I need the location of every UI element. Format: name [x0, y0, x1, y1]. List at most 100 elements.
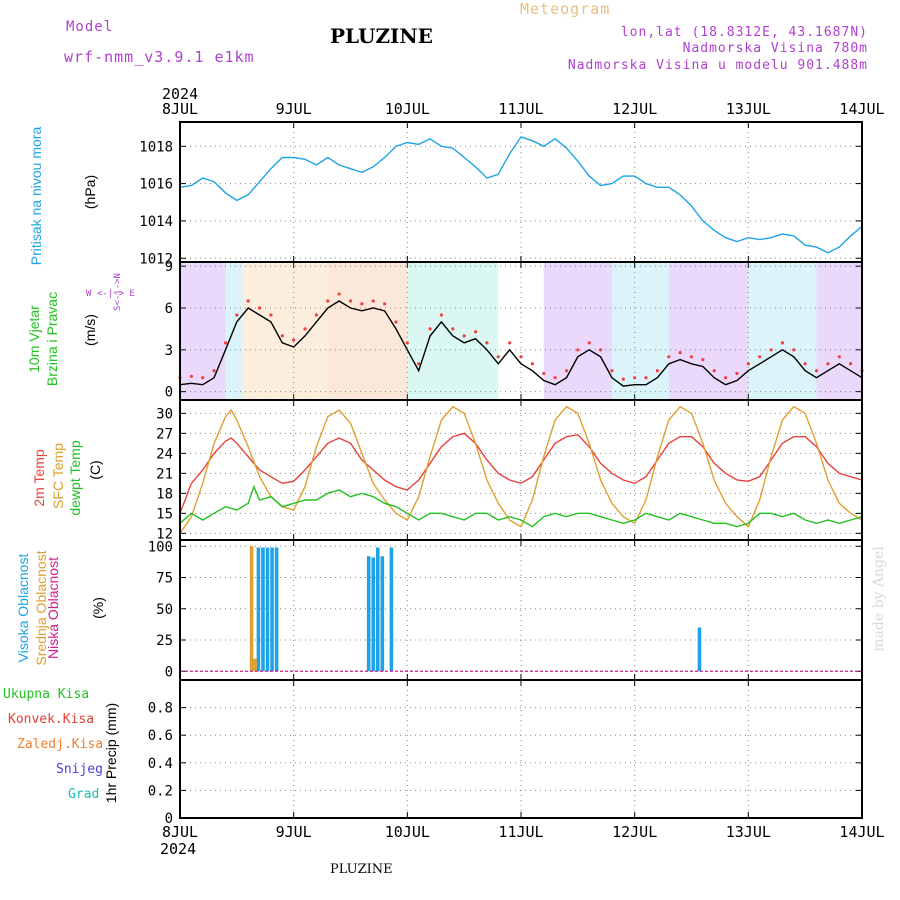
wind-gust-point [257, 306, 262, 310]
wind-gust-point [826, 362, 830, 366]
y-tick-label: 0 [165, 664, 173, 680]
cloud-bar [253, 658, 257, 672]
wind-gust-point [530, 362, 534, 366]
y-tick-label: 0.4 [148, 756, 173, 772]
wind-barb-band [543, 262, 612, 400]
y-tick-label: 0.8 [148, 701, 173, 717]
y-tick-label: 1016 [139, 177, 173, 193]
time-tick-label-top: 10JUL [385, 100, 430, 118]
time-tick-label-bottom: 14JUL [839, 823, 884, 841]
pressure-panel: 1012 1014 1016 1018 [139, 121, 863, 267]
wind-gust-point [189, 374, 193, 378]
time-tick-label-bottom: 11JUL [498, 823, 543, 841]
y-tick-label: 100 [148, 539, 173, 555]
wind-gust-point [689, 355, 694, 359]
y-tick-label: 0.2 [148, 783, 173, 799]
wind-compass-we: W <-|-> E [86, 289, 135, 299]
wind-gust-point [360, 302, 364, 306]
wind-gust-point [201, 376, 205, 380]
y-tick-label: 50 [156, 602, 173, 618]
time-axis-layer: 8JUL 8JUL 9JUL 9JUL 10JUL 10JUL 11JUL 11JUL 12JU… [162, 100, 885, 841]
y-tick-label: 30 [156, 406, 173, 422]
wind-gust-point [655, 369, 660, 373]
cloud-bar [256, 547, 261, 672]
wind-gust-point [212, 369, 216, 373]
y-tick-label: 27 [156, 426, 173, 442]
elevation-text: Nadmorska Visina 780m [682, 41, 868, 56]
wind-gust-point [576, 348, 580, 352]
precip-legend-graupel: Grad [68, 787, 100, 802]
wind-gust-point [496, 355, 500, 359]
time-tick-label-bottom: 10JUL [385, 823, 430, 841]
wind-barb-band [242, 262, 328, 400]
wind-barb-band [816, 262, 862, 400]
time-tick-label-top: 12JUL [612, 100, 657, 118]
wind-gust-point [837, 355, 841, 359]
wind-line [179, 300, 863, 387]
y-tick-label: 12 [156, 526, 173, 542]
wind-gust-point [746, 362, 750, 366]
wind-gust-point [235, 313, 239, 317]
wind-barb-band [668, 262, 749, 400]
year-label-top: 2024 [162, 85, 198, 103]
cloud-panel: 0 25 50 75 100 [148, 539, 863, 681]
pressure-line [179, 136, 863, 254]
coords-text: lon,lat (18.8312E, 43.1687N) [620, 25, 868, 40]
model-name: wrf-nmm_v3.9.1 e1km [64, 48, 255, 66]
precipitation-panel: 0 0.2 0.4 0.6 0.8 [148, 679, 863, 827]
y-tick-label: 15 [156, 506, 173, 522]
wind-gust-point [610, 369, 614, 373]
dewpt-temp-line [179, 484, 863, 528]
time-tick-label-top: 13JUL [726, 100, 771, 118]
cloud-bar [375, 547, 380, 672]
time-tick-label-top: 11JUL [498, 100, 543, 118]
y-tick-label: 3 [165, 343, 173, 359]
cloud-bar [249, 546, 254, 672]
y-tick-label: 0 [165, 811, 173, 827]
wind-gust-point [735, 371, 739, 376]
wind-gust-point [803, 362, 807, 366]
wind-gust-point [587, 341, 591, 345]
wind-gust-point [508, 341, 512, 345]
model-label: Model [66, 19, 114, 35]
wind-gust-point [405, 341, 409, 345]
cloud-bar [261, 547, 265, 672]
y-tick-label: 21 [156, 466, 173, 482]
time-tick-label-bottom: 12JUL [612, 823, 657, 841]
panels-layer: 1012 1014 1016 1018 0 3 6 9 12 15 18 21 24 27 30 0 25 50 7… [139, 121, 864, 827]
cloud-bar [265, 547, 270, 672]
time-tick-label-bottom: 8JUL [162, 823, 198, 841]
wind-gust-point [667, 355, 671, 359]
wind-gust-point [394, 320, 398, 324]
wind-gust-point [428, 327, 432, 331]
wind-gust-point [269, 313, 273, 317]
wind-gust-point [451, 327, 455, 331]
wind-gust-point [542, 371, 546, 376]
wind-barb-band [225, 262, 243, 400]
wind-gust-point [769, 348, 773, 352]
wind-gust-point [678, 351, 682, 355]
wind-gust-point [246, 299, 250, 303]
wind-panel: 0 3 6 9 [165, 259, 864, 401]
wind-gust-point [314, 313, 318, 317]
wind-gust-point [371, 299, 375, 303]
wind-gust-point [644, 376, 648, 380]
meteogram-title: Meteogram [520, 0, 611, 18]
precip-legend-convective: Konvek.Kisa [8, 712, 95, 727]
wind-gust-point [701, 357, 705, 362]
y-tick-label: 25 [156, 633, 173, 649]
time-tick-label-top: 8JUL [162, 100, 198, 118]
y-tick-label: 24 [156, 446, 173, 462]
y-tick-label: 6 [165, 301, 173, 317]
wind-gust-point [462, 334, 466, 338]
time-tick-label-bottom: 9JUL [276, 823, 312, 841]
station-title: PLUZINE [330, 24, 433, 48]
sfc-temp-line [179, 405, 863, 534]
year-label-bottom: 2024 [160, 840, 196, 858]
wind-gust-point [223, 341, 228, 345]
wind-gust-point [485, 341, 489, 345]
wind-gust-point [598, 348, 603, 352]
2m-temp-line [179, 432, 863, 514]
wind-barb-band [611, 262, 669, 400]
